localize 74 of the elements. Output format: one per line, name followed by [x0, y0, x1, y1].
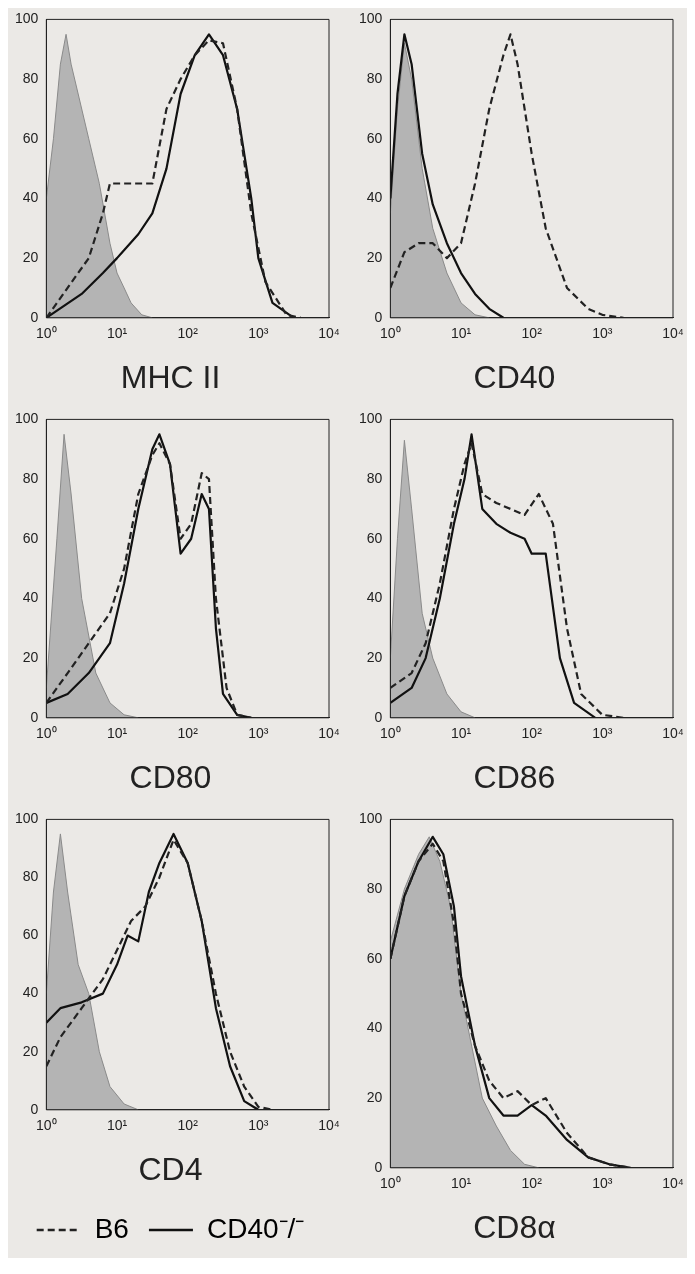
x-tick-label: 10²: [177, 1117, 199, 1134]
y-tick-label: 40: [22, 589, 39, 606]
y-tick-label: 0: [30, 1100, 39, 1117]
x-tick-label: 10¹: [106, 325, 128, 342]
x-tick-label: 10³: [248, 1117, 269, 1134]
text: CD80: [129, 758, 212, 795]
y-tick-label: 100: [15, 10, 39, 27]
y-tick-label: 60: [366, 129, 383, 146]
legend-label: CD40⁻/⁻: [206, 1212, 305, 1244]
y-tick-label: 60: [22, 129, 39, 146]
text: CD40: [473, 358, 556, 395]
y-tick-label: 100: [359, 10, 383, 27]
x-tick-label: 10²: [521, 725, 543, 742]
x-tick-label: 10⁴: [662, 325, 684, 342]
y-tick-label: 60: [22, 926, 39, 943]
x-tick-label: 10⁴: [318, 325, 340, 342]
y-tick-label: 60: [22, 529, 39, 546]
x-tick-label: 10¹: [450, 325, 472, 342]
y-tick-label: 20: [366, 1088, 383, 1105]
y-tick-label: 100: [359, 810, 383, 827]
x-tick-label: 10⁴: [318, 1117, 340, 1134]
y-tick-label: 80: [366, 469, 383, 486]
y-tick-label: 20: [22, 1042, 39, 1059]
y-tick-label: 40: [22, 984, 39, 1001]
y-tick-label: 80: [22, 69, 39, 86]
y-tick-label: 0: [374, 1158, 383, 1175]
y-tick-label: 60: [366, 949, 383, 966]
y-tick-label: 0: [30, 308, 39, 325]
x-tick-label: 10²: [177, 725, 199, 742]
y-tick-label: 100: [15, 810, 39, 827]
text: CD86: [473, 758, 556, 795]
x-tick-label: 10²: [521, 1175, 543, 1192]
x-tick-label: 10³: [592, 1175, 613, 1192]
x-tick-label: 10²: [521, 325, 543, 342]
y-tick-label: 20: [366, 248, 383, 265]
x-tick-label: 10¹: [450, 725, 472, 742]
x-tick-label: 10⁰: [380, 1175, 401, 1192]
y-tick-label: 20: [366, 648, 383, 665]
y-tick-label: 100: [15, 410, 39, 427]
x-tick-label: 10³: [592, 325, 613, 342]
x-tick-label: 10¹: [450, 1175, 472, 1192]
x-tick-label: 10⁴: [662, 725, 684, 742]
x-tick-label: 10⁴: [318, 725, 340, 742]
y-tick-label: 0: [374, 708, 383, 725]
y-tick-label: 0: [374, 308, 383, 325]
legend-label: B6: [94, 1212, 129, 1244]
y-tick-label: 80: [366, 69, 383, 86]
x-tick-label: 10⁰: [36, 725, 57, 742]
text: CD8α: [473, 1208, 556, 1245]
x-tick-label: 10¹: [106, 1117, 128, 1134]
text: MHC II: [120, 358, 221, 395]
y-tick-label: 40: [366, 589, 383, 606]
x-tick-label: 10¹: [106, 725, 128, 742]
x-tick-label: 10⁰: [380, 725, 401, 742]
y-tick-label: 20: [22, 248, 39, 265]
y-tick-label: 0: [30, 708, 39, 725]
y-tick-label: 40: [366, 189, 383, 206]
x-tick-label: 10²: [177, 325, 199, 342]
y-tick-label: 80: [22, 469, 39, 486]
x-tick-label: 10³: [592, 725, 613, 742]
y-tick-label: 40: [22, 189, 39, 206]
text: CD4: [138, 1150, 203, 1187]
y-tick-label: 40: [366, 1019, 383, 1036]
x-tick-label: 10⁰: [380, 325, 401, 342]
y-tick-label: 60: [366, 529, 383, 546]
x-tick-label: 10⁰: [36, 325, 57, 342]
y-tick-label: 80: [366, 879, 383, 896]
y-tick-label: 20: [22, 648, 39, 665]
x-tick-label: 10³: [248, 325, 269, 342]
x-tick-label: 10⁴: [662, 1175, 684, 1192]
y-tick-label: 80: [22, 868, 39, 885]
y-tick-label: 100: [359, 410, 383, 427]
x-tick-label: 10³: [248, 725, 269, 742]
x-tick-label: 10⁰: [36, 1117, 57, 1134]
